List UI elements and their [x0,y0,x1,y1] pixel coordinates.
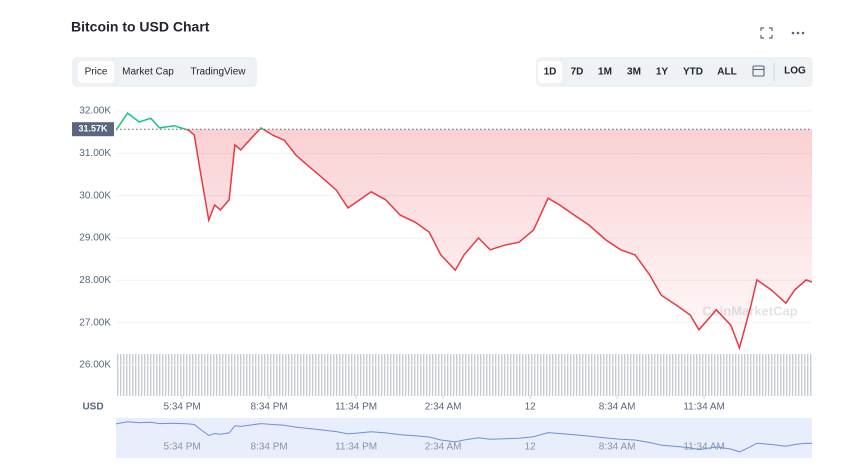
chart-title: Bitcoin to USD Chart [71,19,210,35]
range-button[interactable]: 1D [544,67,557,78]
y-tick-label: 26.00K [79,360,111,371]
x-tick-label: 11:34 AM [683,402,725,413]
range-group [536,57,813,87]
dot [801,31,805,35]
nav-tick-label: 11:34 AM [683,442,725,453]
dot [796,31,800,35]
icon [752,65,765,77]
volume-decoration [116,354,812,396]
range-button[interactable]: 1M [598,67,612,78]
x-tick-label: 8:34 PM [250,402,287,413]
watermark: CoinMarketCap [702,303,797,318]
nav-tick-label: 8:34 PM [250,442,287,453]
reference-label: 31.57K [78,124,108,134]
fullscreen-icon[interactable] [760,27,773,39]
icon [760,27,773,39]
reference-label-bg [72,122,114,137]
price-line-down [116,129,812,351]
y-tick-label: 32.00K [79,106,111,117]
nav-tick-label: 5:34 PM [163,442,200,453]
nav-tick-label: 11:34 PM [335,442,377,453]
y-tick-label: 30.00K [79,190,111,201]
tab-group [72,57,257,87]
x-tick-label: 2:34 AM [425,402,462,413]
x-tick-label: 5:34 PM [163,402,200,413]
tab[interactable]: Market Cap [122,67,174,78]
dot [791,31,795,35]
x-tick-label: 11:34 PM [335,402,377,413]
y-tick-label: 28.00K [79,275,111,286]
tab[interactable]: Price [85,67,108,78]
x-tick-label: 8:34 AM [599,402,636,413]
navigator-line [115,421,813,453]
nav-tick-label: 8:34 AM [599,442,636,453]
nav-tick-label: 2:34 AM [425,442,462,453]
more-icon[interactable] [791,31,805,35]
range-button[interactable]: 7D [571,67,584,78]
tab[interactable]: TradingView [190,67,246,78]
y-axis-label: USD [82,402,103,413]
range-button[interactable]: 1Y [656,67,669,78]
calendar-icon[interactable] [752,65,765,77]
area [116,129,812,348]
range-button[interactable]: 3M [627,67,641,78]
range-button[interactable]: ALL [717,67,736,78]
range-button[interactable]: YTD [683,67,703,78]
y-tick-label: 29.00K [79,233,111,244]
tab-active [78,61,114,83]
nav-tick-label: 12 [525,442,537,453]
log-button[interactable]: LOG [784,66,806,77]
navigator [116,418,812,458]
y-tick-label: 31.00K [79,148,111,159]
y-tick-label: 27.00K [79,317,111,328]
range-active [538,61,562,83]
x-tick-label: 12 [525,402,537,413]
